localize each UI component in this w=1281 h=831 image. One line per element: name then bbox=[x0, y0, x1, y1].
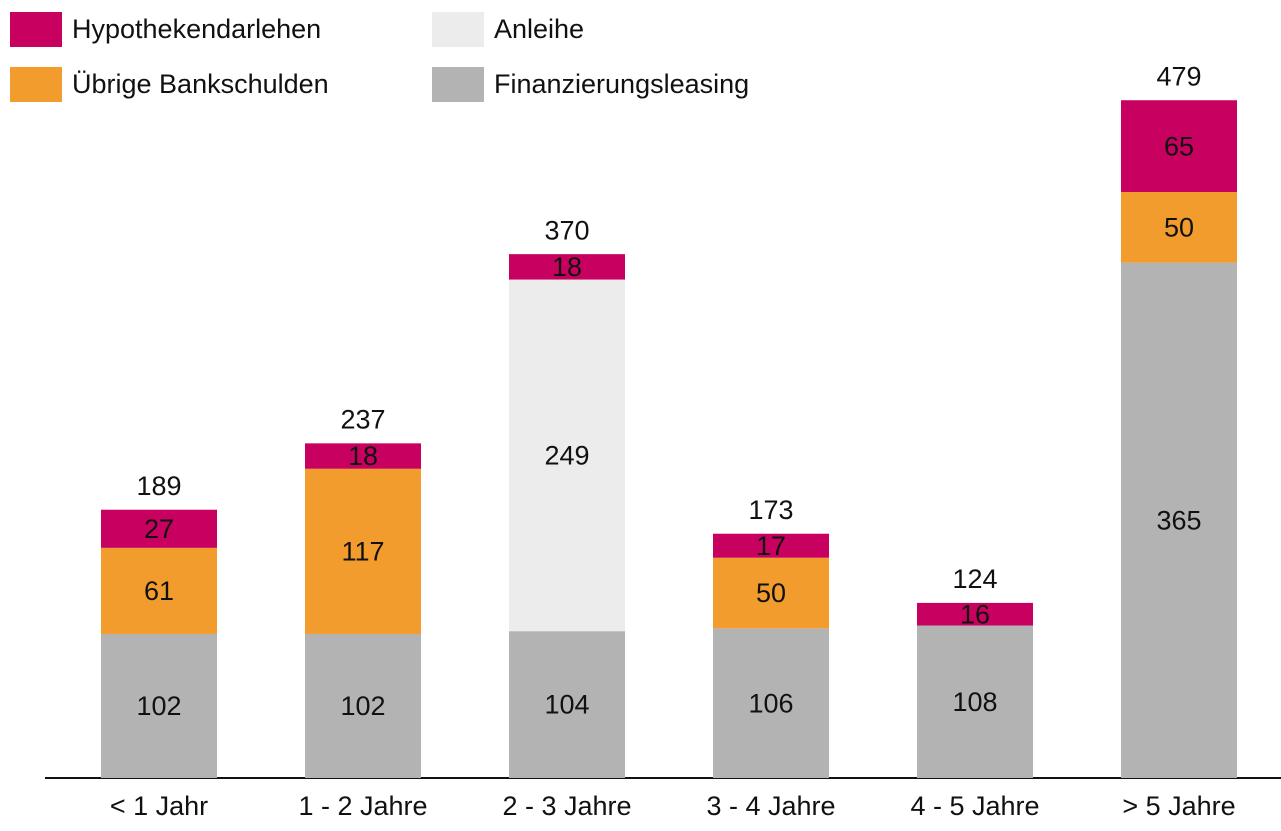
data-label: 249 bbox=[544, 440, 589, 470]
data-label: 65 bbox=[1164, 131, 1194, 161]
data-label: 108 bbox=[952, 687, 997, 717]
data-label: 50 bbox=[756, 578, 786, 608]
data-label: 61 bbox=[144, 576, 174, 606]
data-label: 18 bbox=[348, 441, 378, 471]
data-label: 17 bbox=[756, 531, 786, 561]
bar-segment bbox=[509, 631, 625, 778]
total-label: 124 bbox=[952, 564, 997, 594]
data-label: 365 bbox=[1156, 505, 1201, 535]
legend-swatch bbox=[432, 67, 484, 102]
bar-segment bbox=[1121, 262, 1237, 778]
bar-segment bbox=[509, 254, 625, 280]
data-label: 50 bbox=[1164, 212, 1194, 242]
bar-segment bbox=[305, 468, 421, 634]
data-label: 106 bbox=[748, 688, 793, 718]
legend-label: Hypothekendarlehen bbox=[72, 14, 321, 44]
data-label: 18 bbox=[552, 252, 582, 282]
legend-swatch bbox=[432, 12, 484, 47]
x-tick-label: < 1 Jahr bbox=[110, 791, 208, 821]
total-label: 237 bbox=[340, 404, 385, 434]
total-label: 370 bbox=[544, 215, 589, 245]
total-label: 173 bbox=[748, 495, 793, 525]
x-tick-label: 2 - 3 Jahre bbox=[502, 791, 631, 821]
data-label: 102 bbox=[340, 691, 385, 721]
data-label: 117 bbox=[341, 536, 384, 566]
legend-label: Finanzierungsleasing bbox=[494, 69, 749, 99]
bar-segment bbox=[305, 443, 421, 469]
data-label: 27 bbox=[144, 514, 174, 544]
bar-segment bbox=[713, 628, 829, 778]
bar-segment bbox=[101, 509, 217, 548]
legend-swatch bbox=[10, 12, 62, 47]
data-label: 104 bbox=[544, 690, 589, 720]
data-label: 16 bbox=[960, 599, 990, 629]
bar-segment bbox=[509, 279, 625, 632]
legend-label: Übrige Bankschulden bbox=[72, 69, 329, 99]
bar-segment bbox=[101, 547, 217, 634]
x-tick-label: > 5 Jahre bbox=[1122, 791, 1235, 821]
bar-segment bbox=[917, 602, 1033, 626]
bar-segment bbox=[1121, 100, 1237, 193]
bar-segment bbox=[917, 625, 1033, 778]
x-tick-label: 3 - 4 Jahre bbox=[706, 791, 835, 821]
legend-swatch bbox=[10, 67, 62, 102]
bar-segment bbox=[101, 633, 217, 778]
bar-segment bbox=[1121, 192, 1237, 263]
data-label: 102 bbox=[136, 691, 181, 721]
bar-segment bbox=[713, 557, 829, 629]
total-label: 189 bbox=[136, 471, 181, 501]
x-tick-label: 1 - 2 Jahre bbox=[298, 791, 427, 821]
legend-label: Anleihe bbox=[494, 14, 584, 44]
x-tick-label: 4 - 5 Jahre bbox=[910, 791, 1039, 821]
total-label: 479 bbox=[1156, 61, 1201, 91]
bar-segment bbox=[713, 533, 829, 558]
bar-segment bbox=[305, 633, 421, 778]
